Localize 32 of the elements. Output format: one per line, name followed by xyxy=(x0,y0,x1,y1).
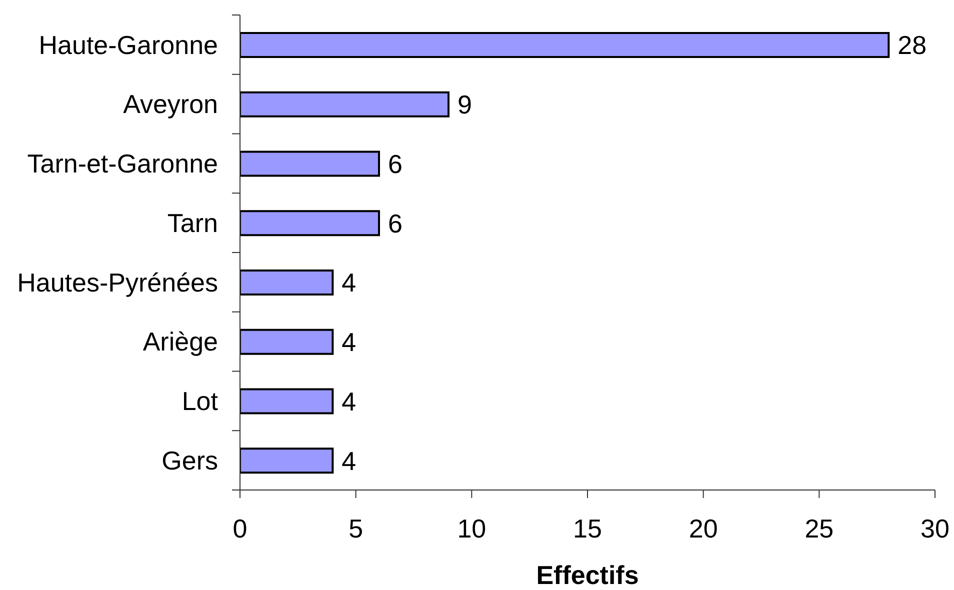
bar xyxy=(240,91,450,118)
data-label: 6 xyxy=(388,148,402,179)
bar xyxy=(240,150,380,177)
y-tick-label: Ariège xyxy=(142,326,218,357)
y-tick-label: Tarn-et-Garonne xyxy=(27,148,218,179)
y-tick-label: Hautes-Pyrénées xyxy=(17,267,218,298)
x-tick-label: 0 xyxy=(232,513,248,544)
bar xyxy=(240,270,334,296)
data-label: 4 xyxy=(342,268,356,298)
x-tick-label: 5 xyxy=(348,513,364,544)
y-tick-label: Tarn xyxy=(167,208,218,238)
x-tick-label: 10 xyxy=(457,513,486,544)
bar xyxy=(240,32,890,58)
y-tick-label: Aveyron xyxy=(123,89,218,120)
bar xyxy=(240,388,334,414)
x-tick-label: 20 xyxy=(688,513,718,544)
data-label: 4 xyxy=(342,327,356,358)
bar xyxy=(240,210,380,236)
data-label: 4 xyxy=(342,386,356,416)
y-tick-label: Lot xyxy=(182,386,219,416)
data-label: 9 xyxy=(458,90,472,120)
x-tick-label: 15 xyxy=(573,513,602,544)
y-tick-label: Haute-Garonne xyxy=(38,30,218,60)
data-label: 6 xyxy=(388,208,402,238)
x-tick-label: 30 xyxy=(920,513,950,544)
bar xyxy=(240,328,334,355)
bar xyxy=(240,448,334,474)
y-tick-label: Gers xyxy=(162,445,218,476)
data-label: 28 xyxy=(898,30,927,60)
data-label: 4 xyxy=(342,446,356,476)
x-tick-label: 25 xyxy=(804,513,834,544)
x-axis-title: Effectifs xyxy=(536,560,639,590)
